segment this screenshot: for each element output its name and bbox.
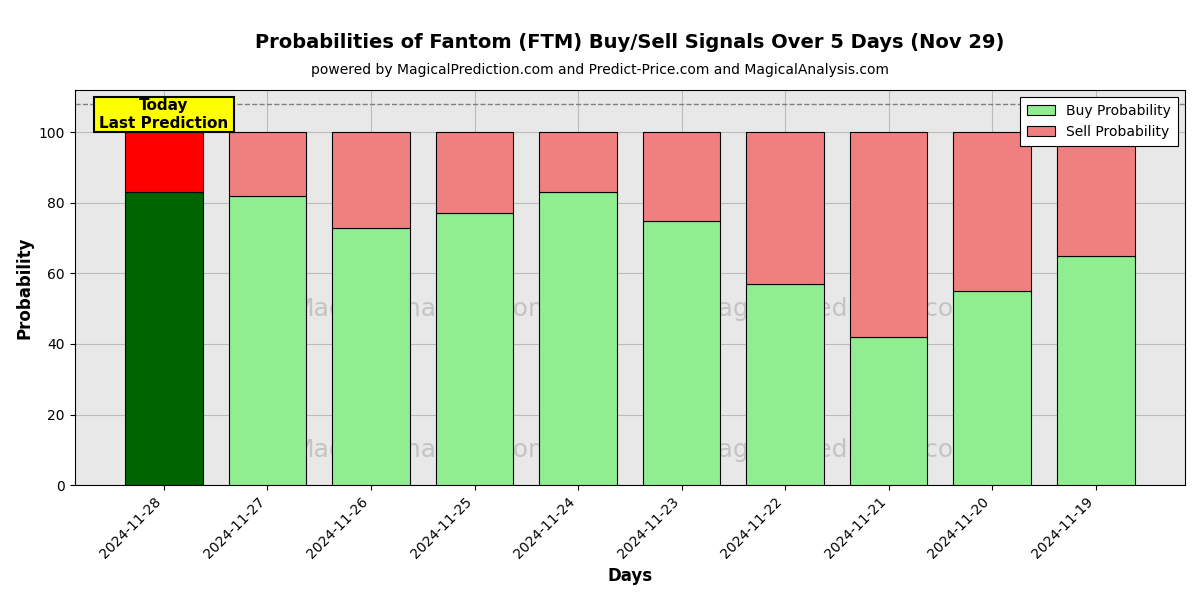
Bar	[746, 133, 824, 284]
Bar	[746, 284, 824, 485]
Bar	[539, 133, 617, 192]
Legend: Buy Probability, Sell Probability: Buy Probability, Sell Probability	[1020, 97, 1178, 146]
Bar	[229, 133, 306, 196]
Text: MagicalPrediction.com: MagicalPrediction.com	[696, 438, 978, 462]
Bar	[332, 133, 410, 227]
Bar	[643, 133, 720, 221]
Bar	[850, 133, 928, 337]
Bar	[1057, 133, 1134, 256]
Text: MagicalAnalysis.com: MagicalAnalysis.com	[293, 297, 553, 321]
Bar	[953, 133, 1031, 291]
X-axis label: Days: Days	[607, 567, 653, 585]
Bar	[1057, 256, 1134, 485]
Text: Today
Last Prediction: Today Last Prediction	[100, 98, 228, 131]
Text: MagicalAnalysis.com: MagicalAnalysis.com	[293, 438, 553, 462]
Bar	[229, 196, 306, 485]
Bar	[539, 192, 617, 485]
Y-axis label: Probability: Probability	[16, 236, 34, 339]
Text: powered by MagicalPrediction.com and Predict-Price.com and MagicalAnalysis.com: powered by MagicalPrediction.com and Pre…	[311, 63, 889, 77]
Bar	[125, 133, 203, 192]
Bar	[850, 337, 928, 485]
Bar	[94, 97, 234, 133]
Bar	[643, 221, 720, 485]
Text: MagicalPrediction.com: MagicalPrediction.com	[696, 297, 978, 321]
Bar	[953, 291, 1031, 485]
Bar	[332, 227, 410, 485]
Bar	[436, 214, 514, 485]
Bar	[436, 133, 514, 214]
Title: Probabilities of Fantom (FTM) Buy/Sell Signals Over 5 Days (Nov 29): Probabilities of Fantom (FTM) Buy/Sell S…	[256, 34, 1004, 52]
Bar	[125, 192, 203, 485]
